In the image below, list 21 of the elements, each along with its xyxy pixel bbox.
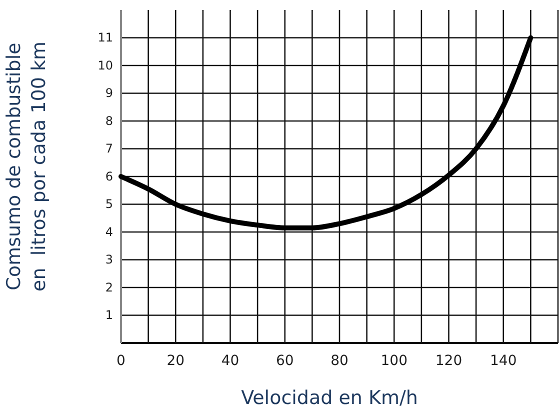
x-tick-label: 20: [166, 352, 185, 369]
x-tick-label: 140: [490, 352, 517, 369]
y-tick-label: 11: [98, 30, 113, 45]
x-tick-label: 120: [435, 352, 462, 369]
y-axis-title: Comsumo de combustible en litros por cada 100 km: [3, 42, 50, 292]
y-tick-label: 5: [105, 197, 113, 212]
y-tick-label: 9: [105, 86, 113, 100]
y-tick-label: 10: [98, 58, 113, 72]
x-tick-label: 0: [116, 352, 126, 369]
y-tick-label: 2: [105, 280, 113, 294]
x-tick-label: 80: [330, 352, 348, 369]
y-tick-label: 7: [105, 142, 113, 156]
y-tick-label: 4: [105, 224, 113, 239]
x-tick-label: 100: [380, 352, 408, 369]
y-tick-label: 6: [105, 169, 113, 184]
x-tick-label: 40: [221, 352, 240, 369]
y-tick-label: 1: [105, 308, 113, 322]
x-tick-label: 60: [276, 352, 294, 369]
y-tick-label: 3: [105, 252, 113, 267]
x-axis-title: Velocidad en Km/h: [241, 387, 418, 409]
y-tick-label: 8: [105, 114, 113, 128]
